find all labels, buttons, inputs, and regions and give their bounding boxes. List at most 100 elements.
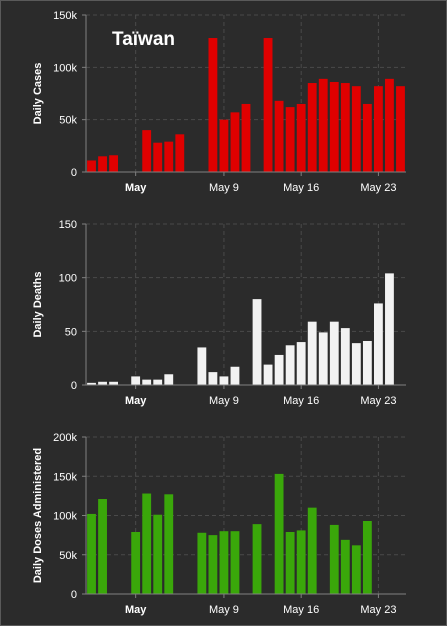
bar-cases bbox=[329, 81, 339, 172]
chart-panel-cases: 0 50k 100k 150k May May 9 May 16 May 23 Daily Ca… bbox=[32, 10, 406, 194]
bar-deaths bbox=[87, 382, 96, 385]
bar-cases bbox=[296, 103, 306, 172]
bar-deaths bbox=[197, 347, 207, 385]
bar-cases bbox=[374, 86, 383, 172]
x-tick-label: May 9 bbox=[209, 182, 239, 194]
bar-cases bbox=[208, 38, 218, 172]
x-tick-label: May 9 bbox=[209, 395, 239, 407]
chart-panel-doses: 0 50k 100k 150k 200k May May 9 May 16 May 23 Dail… bbox=[32, 432, 406, 616]
bar-cases bbox=[307, 83, 317, 172]
bar-deaths bbox=[142, 379, 152, 385]
bar-cases bbox=[362, 103, 372, 172]
bar-doses bbox=[219, 531, 229, 594]
bar-cases bbox=[385, 78, 394, 172]
bar-deaths bbox=[153, 379, 163, 385]
x-tick-label: May 9 bbox=[209, 604, 239, 616]
y-tick-label: 50k bbox=[59, 115, 77, 127]
bar-doses bbox=[351, 545, 361, 594]
x-tick-label: May 23 bbox=[360, 604, 396, 616]
bar-doses bbox=[153, 514, 163, 594]
bar-cases bbox=[109, 155, 118, 172]
bar-deaths bbox=[230, 366, 240, 385]
bar-deaths bbox=[285, 345, 295, 385]
bar-deaths bbox=[263, 364, 273, 385]
y-tick-label: 0 bbox=[71, 380, 77, 392]
bar-doses bbox=[362, 520, 372, 594]
y-axis-label: Daily Deaths bbox=[32, 271, 44, 337]
bar-doses bbox=[252, 524, 262, 594]
bar-cases bbox=[285, 107, 295, 172]
y-tick-label: 200k bbox=[53, 432, 77, 444]
bar-deaths bbox=[340, 328, 350, 385]
bar-cases bbox=[241, 103, 251, 172]
bar-doses bbox=[329, 524, 339, 594]
bar-cases bbox=[142, 130, 152, 172]
bar-cases bbox=[87, 160, 96, 172]
bar-deaths bbox=[385, 273, 394, 385]
bar-cases bbox=[164, 141, 174, 172]
bar-deaths bbox=[318, 332, 328, 385]
y-tick-label: 150 bbox=[59, 219, 77, 231]
y-tick-label: 0 bbox=[71, 589, 77, 601]
bar-deaths bbox=[374, 303, 383, 385]
bar-doses bbox=[197, 532, 207, 594]
bar-deaths bbox=[219, 376, 229, 385]
bar-deaths bbox=[164, 374, 174, 385]
x-tick-label: May bbox=[125, 395, 147, 407]
bar-doses bbox=[142, 493, 152, 594]
x-tick-label: May 16 bbox=[283, 182, 319, 194]
bar-cases bbox=[318, 78, 328, 172]
bar-doses bbox=[164, 494, 174, 594]
y-tick-label: 150k bbox=[53, 10, 77, 22]
x-tick-label: May 23 bbox=[360, 395, 396, 407]
bar-deaths bbox=[307, 321, 317, 385]
bar-deaths bbox=[362, 340, 372, 385]
bar-cases bbox=[219, 119, 229, 172]
bar-deaths bbox=[208, 372, 218, 385]
y-tick-label: 100k bbox=[53, 62, 77, 74]
chart-panel-deaths: 0 50 100 150 May May 9 May 16 May 23 Daily Death… bbox=[32, 219, 406, 407]
x-tick-label: May 23 bbox=[360, 182, 396, 194]
bar-deaths bbox=[252, 299, 262, 385]
bar-cases bbox=[98, 156, 107, 172]
y-tick-label: 100k bbox=[53, 511, 77, 523]
y-tick-label: 0 bbox=[71, 167, 77, 179]
bar-cases bbox=[396, 86, 405, 172]
bar-deaths bbox=[351, 343, 361, 385]
bar-doses bbox=[98, 499, 107, 594]
bar-doses bbox=[87, 513, 96, 594]
y-tick-label: 50 bbox=[65, 326, 77, 338]
bar-doses bbox=[285, 531, 295, 594]
bar-deaths bbox=[109, 381, 118, 385]
bar-deaths bbox=[329, 321, 339, 385]
y-axis-label: Daily Doses Administered bbox=[32, 448, 44, 583]
bar-doses bbox=[208, 535, 218, 594]
bar-deaths bbox=[274, 354, 284, 385]
bar-deaths bbox=[296, 342, 306, 385]
bar-doses bbox=[307, 507, 317, 594]
bar-doses bbox=[230, 531, 240, 594]
y-tick-label: 100 bbox=[59, 273, 77, 285]
bar-doses bbox=[131, 531, 141, 594]
bar-cases bbox=[175, 134, 185, 172]
bar-deaths bbox=[131, 376, 141, 385]
bar-doses bbox=[340, 539, 350, 594]
bar-doses bbox=[296, 530, 306, 594]
bar-deaths bbox=[98, 381, 107, 385]
x-tick-label: May bbox=[125, 182, 147, 194]
y-axis-label: Daily Cases bbox=[32, 63, 44, 125]
y-tick-label: 50k bbox=[59, 550, 77, 562]
bar-doses bbox=[274, 473, 284, 594]
bar-cases bbox=[340, 83, 350, 172]
bar-cases bbox=[274, 100, 284, 172]
y-tick-label: 150k bbox=[53, 471, 77, 483]
bar-cases bbox=[351, 86, 361, 172]
x-tick-label: May 16 bbox=[283, 395, 319, 407]
bar-cases bbox=[263, 38, 273, 172]
x-tick-label: May 16 bbox=[283, 604, 319, 616]
bar-cases bbox=[153, 142, 163, 172]
bar-cases bbox=[230, 112, 240, 172]
chart-title: Taïwan bbox=[112, 29, 175, 50]
